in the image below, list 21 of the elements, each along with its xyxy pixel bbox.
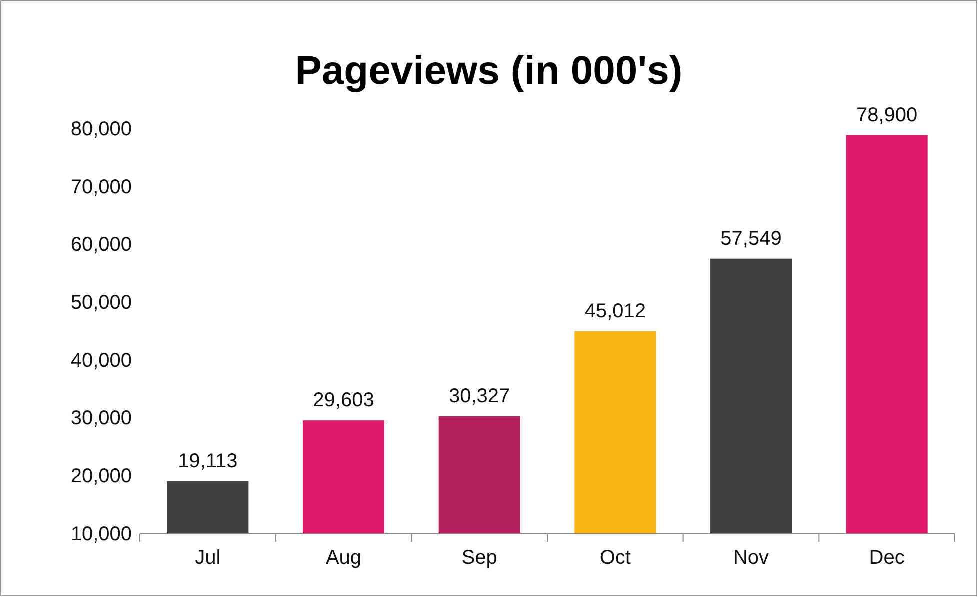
x-tick-label: Jul — [195, 547, 221, 570]
y-tick-label: 10,000 — [70, 523, 132, 546]
y-tick-label: 20,000 — [70, 466, 132, 488]
data-label: 45,012 — [584, 300, 646, 322]
y-tick-label: 70,000 — [70, 176, 132, 198]
x-tick-label: Aug — [326, 547, 362, 570]
data-label: 29,603 — [313, 390, 374, 412]
x-tick-label: Dec — [869, 547, 905, 570]
y-tick-label: 40,000 — [70, 350, 132, 372]
data-label: 57,549 — [720, 228, 782, 250]
data-label: 78,900 — [856, 104, 918, 126]
y-tick-label: 50,000 — [70, 292, 132, 314]
x-tick-label: Sep — [462, 547, 498, 570]
chart-title: Pageviews (in 000's) — [295, 49, 683, 93]
x-tick-label: Oct — [600, 547, 632, 570]
data-label: 30,327 — [448, 385, 510, 408]
y-tick-label: 30,000 — [70, 408, 132, 430]
x-tick-label: Nov — [733, 547, 770, 570]
y-tick-label: 60,000 — [70, 234, 132, 256]
y-tick-label: 80,000 — [70, 118, 132, 140]
data-label: 19,113 — [178, 450, 238, 472]
